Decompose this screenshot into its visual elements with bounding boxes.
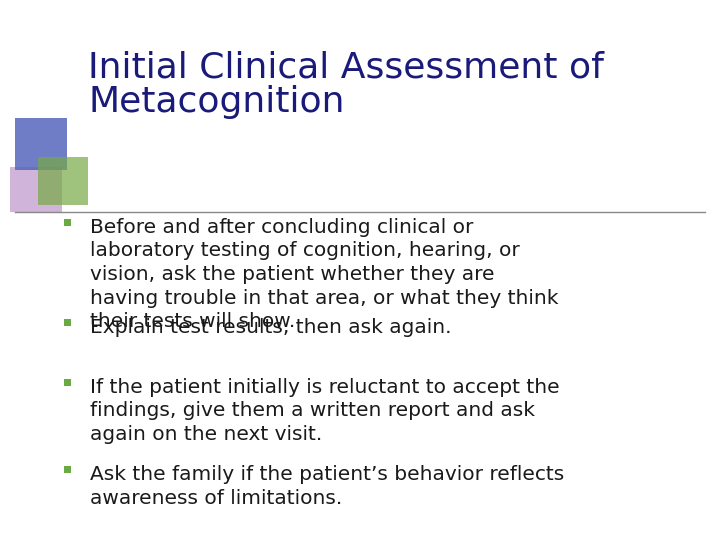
- Text: If the patient initially is reluctant to accept the
findings, give them a writte: If the patient initially is reluctant to…: [90, 378, 559, 444]
- FancyBboxPatch shape: [64, 319, 71, 326]
- Text: Ask the family if the patient’s behavior reflects
awareness of limitations.: Ask the family if the patient’s behavior…: [90, 465, 564, 508]
- Text: Initial Clinical Assessment of: Initial Clinical Assessment of: [88, 50, 604, 84]
- Text: Before and after concluding clinical or
laboratory testing of cognition, hearing: Before and after concluding clinical or …: [90, 218, 559, 331]
- FancyBboxPatch shape: [15, 118, 67, 170]
- FancyBboxPatch shape: [64, 379, 71, 386]
- FancyBboxPatch shape: [64, 219, 71, 226]
- FancyBboxPatch shape: [10, 167, 62, 212]
- Text: Metacognition: Metacognition: [88, 85, 344, 119]
- FancyBboxPatch shape: [38, 157, 88, 205]
- FancyBboxPatch shape: [64, 466, 71, 473]
- Text: Explain test results, then ask again.: Explain test results, then ask again.: [90, 318, 451, 337]
